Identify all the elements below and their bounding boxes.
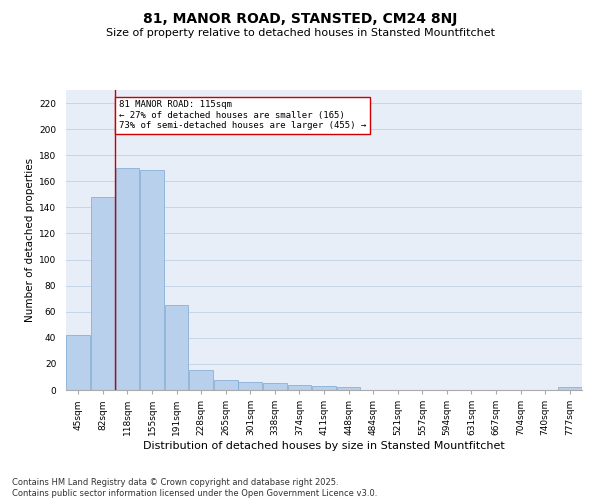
Bar <box>140 170 164 390</box>
Bar <box>189 370 213 390</box>
Bar <box>67 335 90 390</box>
Bar <box>238 382 262 390</box>
Bar <box>287 385 311 390</box>
Bar <box>263 384 287 390</box>
Text: Size of property relative to detached houses in Stansted Mountfitchet: Size of property relative to detached ho… <box>106 28 494 38</box>
Text: Contains HM Land Registry data © Crown copyright and database right 2025.
Contai: Contains HM Land Registry data © Crown c… <box>12 478 377 498</box>
Bar <box>337 388 361 390</box>
Text: 81, MANOR ROAD, STANSTED, CM24 8NJ: 81, MANOR ROAD, STANSTED, CM24 8NJ <box>143 12 457 26</box>
Bar <box>91 197 115 390</box>
Y-axis label: Number of detached properties: Number of detached properties <box>25 158 35 322</box>
Bar <box>312 386 336 390</box>
X-axis label: Distribution of detached houses by size in Stansted Mountfitchet: Distribution of detached houses by size … <box>143 441 505 451</box>
Bar <box>164 305 188 390</box>
Bar <box>214 380 238 390</box>
Bar <box>558 388 581 390</box>
Text: 81 MANOR ROAD: 115sqm
← 27% of detached houses are smaller (165)
73% of semi-det: 81 MANOR ROAD: 115sqm ← 27% of detached … <box>119 100 366 130</box>
Bar <box>116 168 139 390</box>
